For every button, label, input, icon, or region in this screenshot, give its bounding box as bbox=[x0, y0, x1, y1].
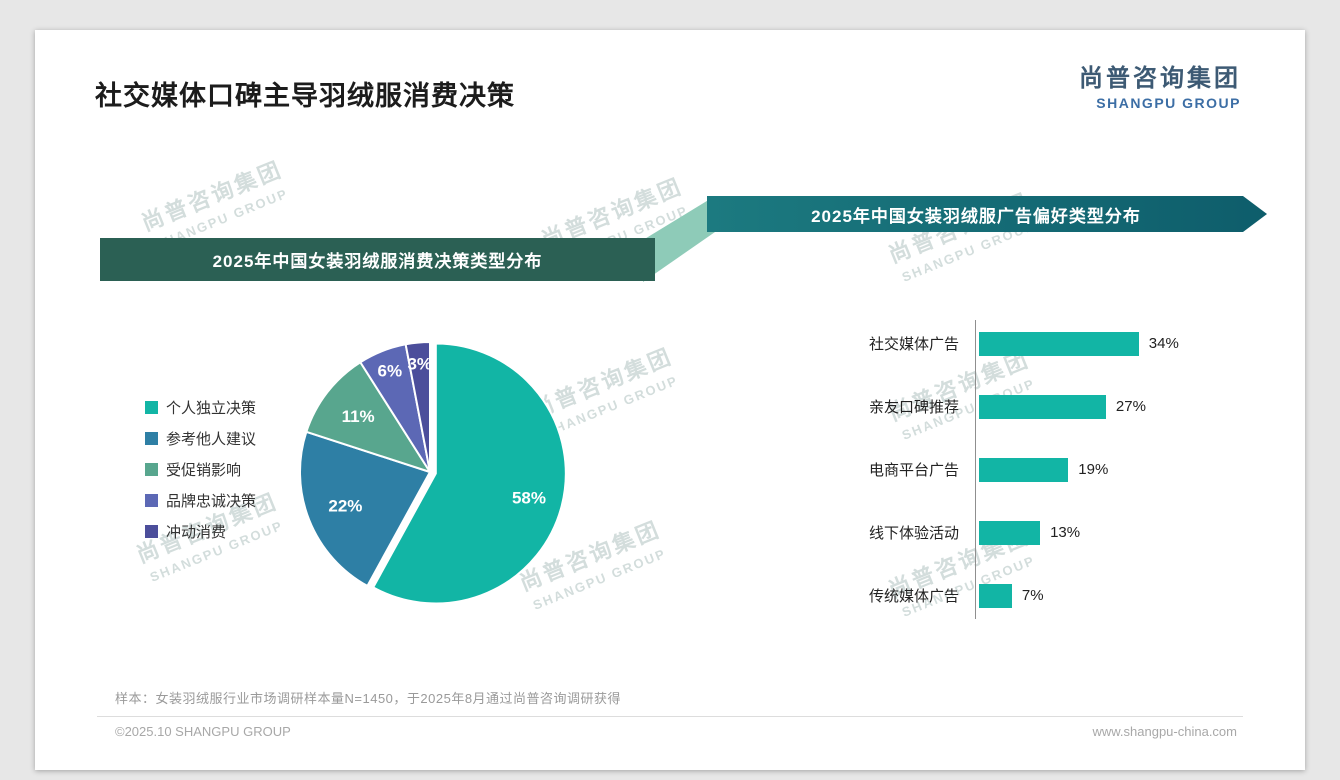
bar bbox=[979, 583, 1012, 608]
page-title: 社交媒体口碑主导羽绒服消费决策 bbox=[95, 81, 515, 111]
legend-item: 品牌忠诚决策 bbox=[145, 491, 257, 510]
legend-swatch bbox=[145, 524, 158, 538]
pie-slice-0 bbox=[371, 342, 567, 605]
pie-legend: 个人独立决策 参考他人建议 受促销影响品牌忠诚决策 冲动消费 bbox=[145, 398, 256, 553]
legend-swatch bbox=[145, 493, 158, 507]
sample-note: 样本：女装羽绒服行业市场调研样本量N=1450，于2025年8月通过尚普咨询调研… bbox=[115, 691, 622, 706]
bar-area: 34% bbox=[979, 331, 1179, 356]
bar-category-label: 传统媒体广告 bbox=[868, 588, 959, 605]
pie-chart-title-banner: 2025年中国女装羽绒服消费决策类型分布 bbox=[100, 238, 655, 281]
legend-label: 冲动消费 bbox=[166, 523, 227, 541]
legend-swatch bbox=[145, 431, 158, 445]
footer-website: www.shangpu-china.com bbox=[1092, 724, 1237, 739]
logo-text-en: SHANGPU GROUP bbox=[1096, 95, 1241, 111]
pie-slice-value: 3% bbox=[407, 354, 432, 373]
pie-chart: 58% 22% 11% 6% 3% bbox=[299, 340, 567, 605]
legend-item: 冲动消费 bbox=[145, 522, 256, 541]
legend-label: 个人独立决策 bbox=[166, 399, 257, 417]
legend-item: 个人独立决策 bbox=[145, 398, 257, 417]
bar-value-label: 34% bbox=[1148, 335, 1179, 352]
legend-item: 参考他人建议 bbox=[145, 429, 257, 448]
bar-area: 13% bbox=[979, 520, 1081, 545]
pie-slice-1 bbox=[299, 430, 432, 588]
bar-category-label: 线下体验活动 bbox=[868, 525, 959, 542]
logo-text-cn: 尚普咨询集团 bbox=[1079, 65, 1241, 92]
legend-label: 受促销影响 bbox=[166, 461, 242, 479]
bar-value-label: 13% bbox=[1050, 524, 1081, 541]
bar-value-label: 7% bbox=[1021, 587, 1044, 604]
legend-swatch bbox=[145, 400, 158, 414]
bar-chart-title: 2025年中国女装羽绒服广告偏好类型分布 bbox=[811, 206, 1141, 226]
company-logo: 尚普咨询集团 SHANGPU GROUP bbox=[1079, 58, 1241, 111]
bar-category-label: 亲友口碑推荐 bbox=[868, 399, 959, 416]
bar bbox=[979, 331, 1139, 356]
bar-area: 19% bbox=[979, 457, 1109, 482]
bar-row: 线下体验活动 13% bbox=[825, 501, 1265, 564]
banner-connector-shape bbox=[643, 196, 715, 282]
connector-polygon bbox=[643, 196, 715, 282]
bar-category-label: 社交媒体广告 bbox=[868, 336, 959, 353]
footer-divider bbox=[97, 716, 1243, 717]
pie-slice-value: 58% bbox=[512, 488, 546, 507]
bar-chart: 社交媒体广告 34% 亲友口碑推荐 27% 电商平台广告 19% 线下体验活动 13% 传统媒体… bbox=[825, 312, 1265, 627]
bar bbox=[979, 520, 1041, 545]
bar-row: 电商平台广告 19% bbox=[825, 438, 1265, 501]
pie-slice-value: 6% bbox=[378, 361, 403, 380]
pie-slice-value: 11% bbox=[342, 407, 375, 426]
bar-axis-line bbox=[975, 320, 976, 619]
pie-slice-value: 22% bbox=[328, 496, 362, 515]
bar-value-label: 19% bbox=[1078, 461, 1109, 478]
bar-value-label: 27% bbox=[1115, 398, 1146, 415]
bar-row: 传统媒体广告 7% bbox=[825, 564, 1265, 627]
bar-row: 亲友口碑推荐 27% bbox=[825, 375, 1265, 438]
legend-swatch bbox=[145, 462, 158, 476]
legend-label: 参考他人建议 bbox=[166, 430, 257, 448]
bar-chart-title-banner: 2025年中国女装羽绒服广告偏好类型分布 bbox=[707, 196, 1267, 232]
bar-row: 社交媒体广告 34% bbox=[825, 312, 1265, 375]
footer-copyright: ©2025.10 SHANGPU GROUP bbox=[115, 724, 291, 739]
slide-canvas: 社交媒体口碑主导羽绒服消费决策 尚普咨询集团 SHANGPU GROUP 202… bbox=[35, 30, 1305, 770]
bar bbox=[979, 457, 1069, 482]
bar bbox=[979, 394, 1106, 419]
legend-item: 受促销影响 bbox=[145, 460, 256, 479]
pie-slice-4 bbox=[404, 340, 432, 473]
bar-area: 27% bbox=[979, 394, 1146, 419]
bar-area: 7% bbox=[979, 583, 1044, 608]
bar-rows: 社交媒体广告 34% 亲友口碑推荐 27% 电商平台广告 19% 线下体验活动 13% 传统媒体… bbox=[825, 312, 1265, 627]
pie-slice-2 bbox=[305, 360, 433, 474]
pie-chart-title: 2025年中国女装羽绒服消费决策类型分布 bbox=[212, 252, 543, 271]
bar-category-label: 电商平台广告 bbox=[868, 462, 959, 479]
legend-label: 品牌忠诚决策 bbox=[166, 492, 257, 510]
